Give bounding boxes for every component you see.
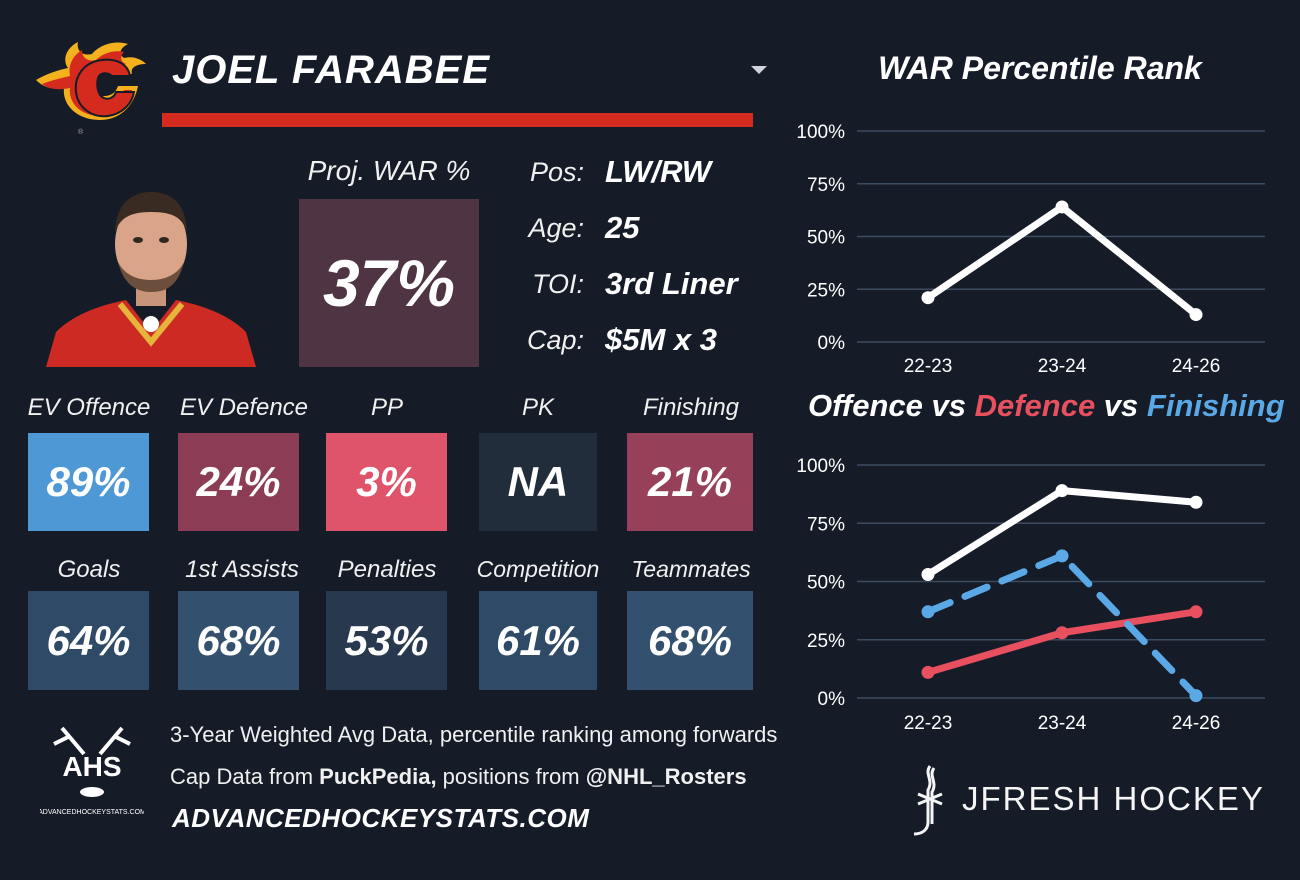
tile-pk: NA	[479, 433, 597, 531]
svg-text:®: ®	[78, 128, 84, 136]
chart2-point-defence	[1189, 605, 1203, 619]
chart2-ytick-label: 100%	[796, 456, 845, 477]
proj-war-value: 37%	[322, 246, 456, 320]
chart2-point-defence	[921, 665, 935, 679]
footer-sources-prefix: Cap Data from	[170, 764, 320, 789]
ahs-logo-small-text: ADVANCEDHOCKEYSTATS.COM	[40, 809, 144, 816]
chart2-xtick-label: 24-26	[1172, 713, 1221, 734]
tile-ev-defence: 24%	[178, 433, 299, 531]
chart1-ytick-label: 50%	[807, 228, 845, 249]
tile-ev-offence: 89%	[28, 433, 149, 531]
chart2-ytick-label: 0%	[818, 689, 846, 710]
tile-pp: 3%	[326, 433, 447, 531]
chart1-ytick-label: 75%	[807, 175, 845, 196]
chart1-title: WAR Percentile Rank	[878, 50, 1202, 86]
tile-label-ev-offence: EV Offence	[27, 394, 151, 421]
tile-value-competition: 61%	[495, 616, 581, 664]
name-underline	[162, 113, 753, 127]
tile-penalties: 53%	[326, 591, 447, 690]
flames-logo: ®	[36, 42, 146, 136]
chart2-title: Offence vs Defence vs Finishing	[808, 388, 1285, 424]
pos-label: Pos:	[529, 157, 584, 187]
ahs-logo-text: AHS	[62, 751, 121, 782]
tile-value-teammates: 68%	[647, 616, 733, 664]
chart1-xtick-label: 24-26	[1172, 356, 1221, 377]
jfresh-logo-icon	[913, 765, 943, 836]
chart1-point-war	[1055, 200, 1069, 214]
chart2-ytick-label: 50%	[807, 573, 845, 594]
tile-value-pk: NA	[507, 458, 569, 505]
proj-war-box: 37%	[299, 199, 479, 367]
tile-value-pp: 3%	[356, 458, 417, 505]
tile-value-penalties: 53%	[344, 616, 429, 664]
ahs-logo: AHS ADVANCEDHOCKEYSTATS.COM	[40, 726, 144, 816]
proj-war-label: Proj. WAR %	[307, 155, 471, 186]
footer-sources-mid: positions from	[436, 764, 586, 789]
chart2-point-offence	[1055, 484, 1069, 498]
toi-value: 3rd Liner	[605, 266, 738, 301]
chart1-xtick-label: 23-24	[1038, 356, 1087, 377]
chart1-xtick-label: 22-23	[904, 356, 953, 377]
tile-value-ev-defence: 24%	[196, 458, 281, 505]
chart2-point-offence	[921, 568, 935, 582]
nhl-rosters-link[interactable]: @NHL_Rosters	[585, 764, 747, 789]
tile-goals: 64%	[28, 591, 149, 690]
chart2-point-defence	[1055, 626, 1069, 640]
chart2-series-line-defence	[924, 608, 1200, 676]
chart2-point-finishing	[1189, 689, 1203, 703]
war-percentile-chart: 100% 75% 50% 25% 0% 22-23 23-24 24-26	[796, 122, 1265, 377]
chart2-point-offence	[1189, 495, 1203, 509]
tile-label-ev-defence: EV Defence	[179, 394, 309, 421]
footer-note: 3-Year Weighted Avg Data, percentile ran…	[170, 722, 778, 747]
chart2-series-line-finishing	[924, 552, 1200, 700]
tile-value-ev-offence: 89%	[46, 458, 131, 505]
puckpedia-link[interactable]: PuckPedia,	[319, 764, 437, 789]
cap-label: Cap:	[526, 325, 584, 355]
chart1-series-line-war	[924, 203, 1200, 319]
tile-label-pp: PP	[370, 394, 403, 421]
chart1-ytick-label: 100%	[796, 122, 845, 143]
chart2-xtick-label: 22-23	[904, 713, 953, 734]
age-label: Age:	[528, 213, 584, 243]
tile-finishing: 21%	[627, 433, 753, 531]
age-value: 25	[605, 210, 640, 245]
offence-defence-finishing-chart: 100% 75% 50% 25% 0% 22-23 23-24 24-26	[796, 456, 1265, 734]
tile-value-finishing: 21%	[647, 458, 733, 505]
chart2-ytick-label: 75%	[807, 514, 845, 535]
tile-label-1st-assists: 1st Assists	[185, 556, 299, 583]
tile-label-competition: Competition	[476, 556, 600, 582]
tile-teammates: 68%	[627, 591, 753, 690]
tile-label-teammates: Teammates	[631, 556, 751, 582]
chart2-point-finishing	[1055, 549, 1069, 563]
chart1-ytick-label: 0%	[818, 333, 846, 354]
chart2-ytick-label: 25%	[807, 631, 845, 652]
tile-competition: 61%	[479, 591, 597, 690]
chart2-title-finishing: Finishing	[1146, 388, 1285, 423]
tile-label-finishing: Finishing	[642, 394, 740, 421]
cap-value: $5M x 3	[605, 322, 718, 357]
pos-value: LW/RW	[605, 154, 712, 189]
chart1-point-war	[1189, 308, 1203, 322]
chart2-xtick-label: 23-24	[1038, 713, 1087, 734]
chevron-down-icon[interactable]	[748, 62, 770, 78]
site-link[interactable]: ADVANCEDHOCKEYSTATS.COM	[172, 803, 590, 833]
tile-label-penalties: Penalties	[337, 556, 437, 583]
chart2-title-vs2: vs	[1095, 388, 1147, 423]
chart2-title-vs1: vs	[922, 388, 975, 423]
chart2-title-defence: Defence	[974, 388, 1096, 423]
chart1-ytick-label: 25%	[807, 280, 845, 301]
toi-label: TOI:	[531, 269, 584, 299]
tile-1st-assists: 68%	[178, 591, 299, 690]
tile-label-goals: Goals	[57, 556, 121, 583]
footer-sources: Cap Data from PuckPedia, positions from …	[170, 764, 747, 790]
player-headshot	[46, 192, 256, 367]
jfresh-brand: JFRESH HOCKEY	[962, 780, 1265, 817]
tile-value-1st-assists: 68%	[196, 616, 281, 664]
player-name: JOEL FARABEE	[172, 48, 490, 92]
chart2-point-finishing	[921, 605, 935, 619]
tile-label-pk: PK	[521, 394, 554, 421]
tile-value-goals: 64%	[46, 616, 131, 664]
chart1-point-war	[921, 291, 935, 305]
chart2-title-offence: Offence	[808, 388, 923, 423]
